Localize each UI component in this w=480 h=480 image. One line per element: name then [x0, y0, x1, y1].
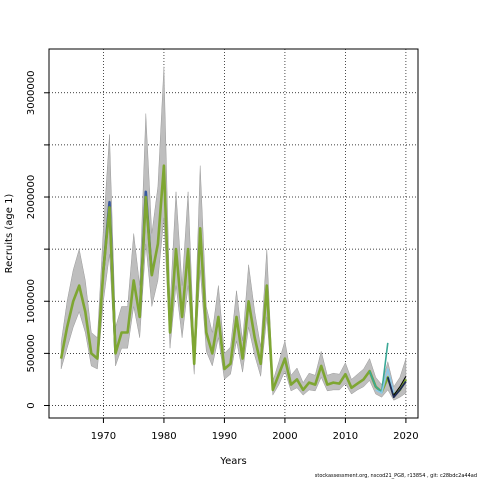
confidence-band [60, 66, 407, 401]
x-tick-label: 2010 [333, 431, 358, 442]
footer-caption: stockassessment.org, nscod21_PG8, r13854… [314, 473, 477, 479]
x-tick-label: 1990 [212, 431, 237, 442]
plot-frame [48, 48, 419, 419]
series-teal-line [368, 342, 389, 393]
y-tick-label: 3000000 [26, 71, 37, 116]
series-lines [59, 164, 408, 399]
series-black-line [393, 376, 407, 396]
y-tick-label: 0 [26, 402, 37, 408]
x-tick-label: 1970 [91, 431, 116, 442]
axes: 1970 1980 1990 2000 2010 2020 0 500000 1000000 20… [26, 71, 419, 442]
x-tick-label: 1980 [151, 431, 176, 442]
y-axis-label: Recruits (age 1) [4, 194, 15, 274]
x-tick-label: 2000 [272, 431, 297, 442]
series-navy-line [386, 377, 407, 399]
series-main-line [59, 164, 408, 397]
y-tick-label: 1000000 [26, 279, 37, 324]
x-tick-label: 2020 [393, 431, 418, 442]
confidence-band-area [60, 66, 407, 401]
x-axis-label: Years [219, 456, 246, 467]
series-lightblue-line [375, 368, 395, 394]
y-tick-label: 500000 [26, 334, 37, 372]
y-tick-label: 2000000 [26, 175, 37, 220]
